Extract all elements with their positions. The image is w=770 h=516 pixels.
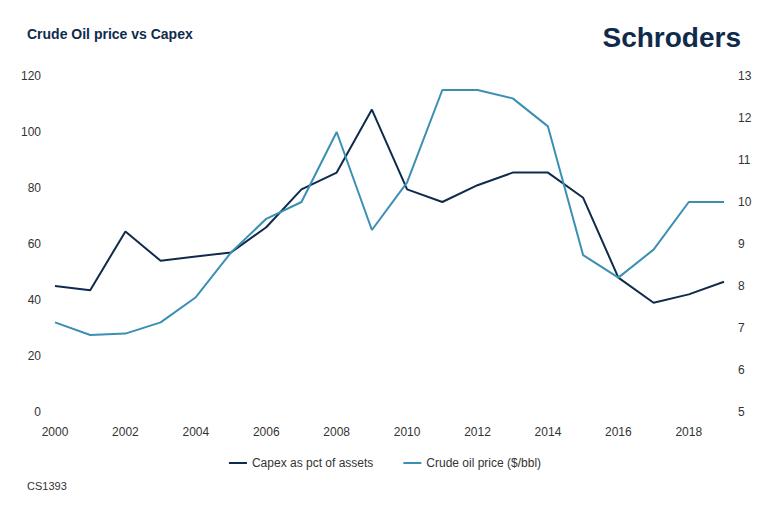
svg-text:120: 120 [21, 69, 41, 83]
svg-text:0: 0 [34, 405, 41, 419]
svg-text:12: 12 [738, 111, 752, 125]
svg-text:6: 6 [738, 363, 745, 377]
svg-text:2012: 2012 [464, 425, 491, 439]
svg-text:100: 100 [21, 125, 41, 139]
svg-text:CS1393: CS1393 [27, 480, 67, 492]
svg-text:80: 80 [28, 181, 42, 195]
svg-text:7: 7 [738, 321, 745, 335]
svg-text:Capex as pct of assets: Capex as pct of assets [252, 456, 373, 470]
svg-text:2006: 2006 [253, 425, 280, 439]
svg-text:2008: 2008 [323, 425, 350, 439]
svg-text:60: 60 [28, 237, 42, 251]
svg-text:20: 20 [28, 349, 42, 363]
svg-text:2014: 2014 [535, 425, 562, 439]
svg-text:2018: 2018 [675, 425, 702, 439]
svg-text:9: 9 [738, 237, 745, 251]
svg-text:Schroders: Schroders [603, 22, 742, 53]
svg-text:2002: 2002 [112, 425, 139, 439]
svg-text:Crude oil price ($/bbl): Crude oil price ($/bbl) [426, 456, 541, 470]
svg-text:8: 8 [738, 279, 745, 293]
svg-text:10: 10 [738, 195, 752, 209]
svg-text:11: 11 [738, 153, 751, 167]
svg-text:5: 5 [738, 405, 745, 419]
svg-text:2016: 2016 [605, 425, 632, 439]
svg-text:40: 40 [28, 293, 42, 307]
svg-text:Crude Oil price vs Capex: Crude Oil price vs Capex [27, 26, 193, 42]
svg-text:13: 13 [738, 69, 752, 83]
svg-text:2000: 2000 [42, 425, 69, 439]
svg-text:2010: 2010 [394, 425, 421, 439]
svg-text:2004: 2004 [182, 425, 209, 439]
